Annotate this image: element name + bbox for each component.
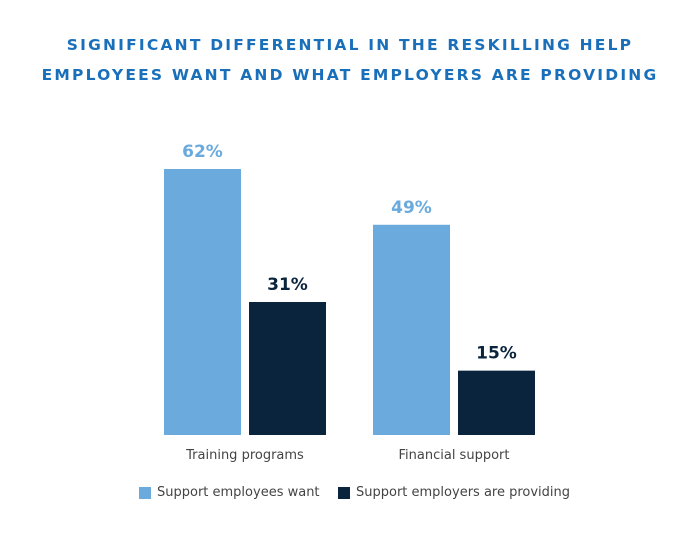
legend-swatch-want <box>139 486 151 499</box>
bar-0-0 <box>164 169 241 435</box>
category-label-0: Training programs <box>185 448 304 463</box>
bar-1-0 <box>373 224 450 435</box>
legend-item-providing: Support employers are providing <box>338 485 570 500</box>
legend-label-want: Support employees want <box>157 485 320 500</box>
data-label-1-1: 15% <box>476 344 517 364</box>
bar-0-1 <box>249 302 326 435</box>
legend-item-want: Support employees want <box>139 485 320 500</box>
data-label-0-0: 62% <box>182 142 223 162</box>
chart-title-line-1: SIGNIFICANT DIFFERENTIAL IN THE RESKILLI… <box>66 36 634 54</box>
legend-label-providing: Support employers are providing <box>356 485 571 500</box>
bar-1-1 <box>458 370 535 435</box>
category-label-1: Financial support <box>399 448 510 463</box>
data-label-0-1: 31% <box>267 275 308 295</box>
data-label-1-0: 49% <box>391 198 432 218</box>
chart-title-line-2: EMPLOYEES WANT AND WHAT EMPLOYERS ARE PR… <box>41 66 659 84</box>
legend-swatch-providing <box>338 486 350 499</box>
